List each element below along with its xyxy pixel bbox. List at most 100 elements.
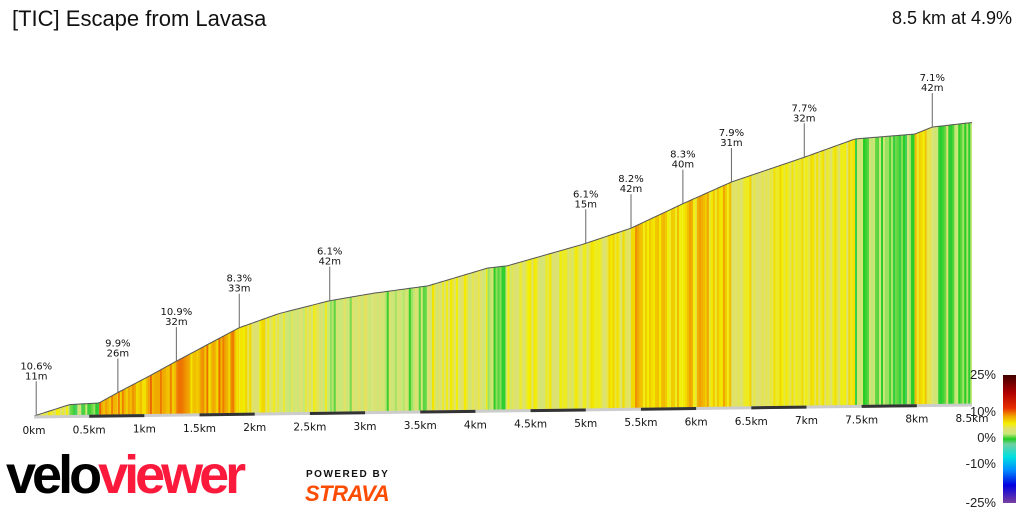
profile-slice [891,135,894,406]
profile-slice [431,283,435,411]
profile-slice [952,124,955,405]
profile-area [33,121,973,417]
profile-slice [257,320,260,414]
profile-slice [854,138,856,406]
profile-slice [653,216,656,409]
profile-slice [946,125,949,405]
profile-slice [503,265,506,410]
profile-slice [459,275,463,411]
annotation-gradient: 7.9% [719,128,744,139]
profile-slice [549,253,552,410]
profile-slice [477,270,481,411]
profile-slice [367,293,371,412]
veloviewer-logo[interactable]: veloviewer [6,448,246,502]
profile-slice [657,214,660,409]
profile-slice [437,282,441,411]
profile-slice [304,306,308,413]
profile-slice [818,151,821,406]
x-tick-label: 3.5km [404,420,437,432]
profile-slice [107,397,110,416]
profile-slice [826,148,829,406]
profile-slice [842,142,845,406]
profile-slice [873,137,876,406]
profile-slice [559,250,562,410]
profile-slice [561,249,564,410]
profile-slice [109,396,112,416]
profile-slice [643,221,646,409]
profile-slice [669,209,672,408]
profile-slice [543,254,546,410]
profile-slice [712,189,716,408]
profile-slice [386,291,390,412]
profile-slice [117,392,118,415]
baseline-km-band [89,414,145,418]
profile-slice [673,207,676,408]
profile-slice [190,352,193,414]
profile-slice [71,404,74,416]
profile-slice [341,298,345,413]
profile-slice [214,339,217,414]
profile-slice [671,208,674,408]
profile-slice [212,340,215,414]
profile-slice [797,158,800,407]
profile-slice [499,266,502,411]
profile-slice [60,406,63,416]
x-tick-label: 8km [905,414,928,426]
baseline-track [33,403,973,419]
profile-slice [101,400,104,416]
profile-slice [173,361,177,415]
profile-slice [930,127,933,405]
profile-slice [592,240,595,409]
strava-logo[interactable]: STRAVA [305,481,390,506]
profile-slice [913,134,915,405]
profile-slice [353,296,357,412]
profile-slice [147,375,150,415]
profile-slice [69,404,72,416]
profile-slice [363,294,367,412]
profile-slice [186,354,189,415]
profile-slice [139,379,143,415]
profile-slice [824,149,827,406]
baseline-km-band [199,412,255,417]
profile-slice [639,223,642,409]
annotation-gradient: 8.3% [670,150,695,161]
profile-slice [942,125,945,405]
profile-slice [64,405,67,416]
profile-slice [220,336,223,414]
profile-slice [555,251,558,410]
profile-slice [483,268,487,411]
x-tick-label: 8.5km [955,413,988,425]
profile-slice [698,195,702,408]
powered-by-label: POWERED BY [306,469,390,480]
profile-slice [374,292,378,412]
profile-slice [333,299,337,413]
profile-slice [390,290,394,412]
profile-slice [48,410,51,416]
profile-slice [820,150,823,406]
profile-slice [288,310,292,413]
profile-slice [121,389,125,415]
profile-slice [637,224,640,409]
profile-slice [903,134,906,405]
profile-slice [243,325,246,414]
profile-slice [461,275,465,411]
profile-slice [785,162,788,407]
profile-slice [467,273,471,411]
profile-slice [704,192,708,408]
profile-slice [73,404,76,416]
x-tick-label: 5.5km [624,417,657,429]
profile-slice [749,175,752,407]
profile-slice [563,249,566,410]
profile-slice [684,201,688,408]
profile-slice [286,310,290,413]
profile-slice [598,238,601,409]
profile-slice [765,169,768,407]
profile-slice [567,248,570,410]
profile-slice [137,380,141,415]
profile-slice [789,161,792,407]
profile-slice [781,164,784,407]
profile-slice [216,338,219,414]
x-tick-label: 2km [243,422,266,434]
profile-slice [513,263,516,410]
climb-summary: 8.5 km at 4.9% [891,8,1012,28]
